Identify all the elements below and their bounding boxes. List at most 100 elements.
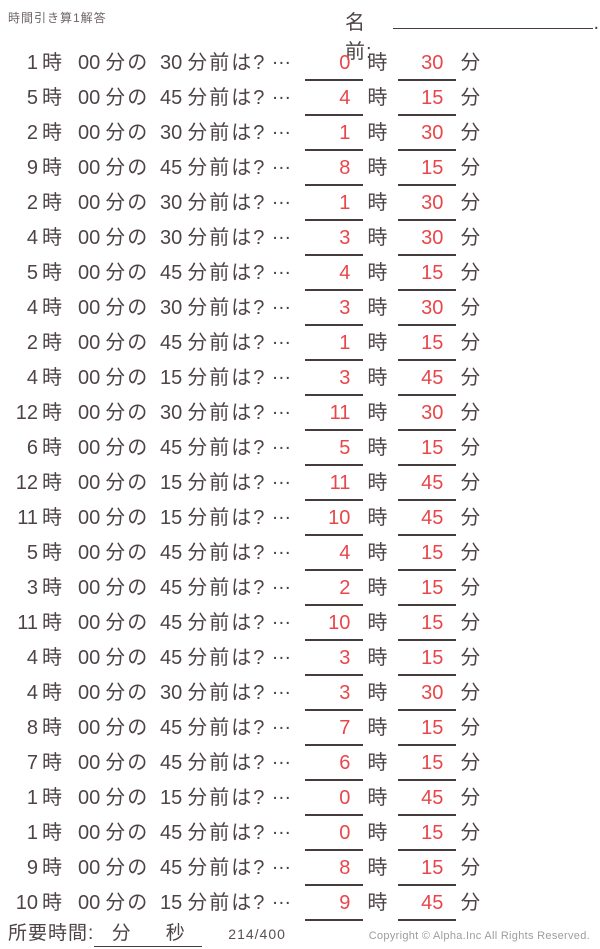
minute-unit-label: 分 [460, 122, 482, 144]
minute-unit-label: 分 [460, 542, 482, 564]
question-suffix-label: 分前は? [187, 262, 267, 284]
question-minutes: 00 [78, 822, 101, 844]
minutes-unit-label: 分 [111, 923, 131, 944]
minute-unit-label: 分 [460, 332, 482, 354]
minute-unit-label: 分 [460, 157, 482, 179]
answer-hour: 3 [305, 227, 364, 256]
question-minutes: 00 [78, 437, 101, 459]
minute-unit-label: 分 [460, 647, 482, 669]
answer-hour: 10 [305, 612, 364, 641]
minutes-before-value: 15 [160, 472, 183, 494]
minute-unit-label: 分 [460, 87, 482, 109]
minute-connector-label: 分の [105, 402, 150, 424]
answer-hour: 9 [305, 892, 364, 921]
question-minutes: 00 [78, 52, 101, 74]
minute-unit-label: 分 [460, 577, 482, 599]
answer-minute: 15 [398, 752, 457, 781]
hour-unit-label: 時 [42, 157, 63, 179]
hour-unit-label: 時 [367, 507, 389, 529]
elapsed-time-line: 分 秒 [94, 918, 203, 947]
hour-unit-label: 時 [42, 717, 63, 739]
name-label: 名前: [345, 12, 373, 63]
hour-unit-label: 時 [42, 227, 63, 249]
question-hour: 4 [26, 647, 38, 669]
ellipsis: … [271, 607, 292, 629]
question-suffix-label: 分前は? [187, 682, 267, 704]
page-number: 214/400 [228, 926, 286, 942]
answer-hour: 0 [305, 822, 364, 851]
question-minutes: 00 [78, 787, 101, 809]
minute-connector-label: 分の [105, 122, 150, 144]
problem-row: 1 時 00 分の 30 分前は? … 0 時 30 分 [0, 40, 600, 81]
hour-unit-label: 時 [42, 52, 63, 74]
minutes-before-value: 45 [160, 822, 183, 844]
hour-unit-label: 時 [367, 402, 389, 424]
minute-unit-label: 分 [460, 717, 482, 739]
question-suffix-label: 分前は? [187, 297, 267, 319]
answer-hour: 8 [305, 157, 364, 186]
answer-minute: 45 [398, 507, 457, 536]
problem-row: 4 時 00 分の 30 分前は? … 3 時 30 分 [0, 285, 600, 326]
ellipsis: … [271, 712, 292, 734]
hour-unit-label: 時 [42, 577, 63, 599]
question-minutes: 00 [78, 577, 101, 599]
minutes-before-value: 45 [160, 157, 183, 179]
minutes-before-value: 45 [160, 612, 183, 634]
minutes-before-value: 45 [160, 577, 183, 599]
question-suffix-label: 分前は? [187, 52, 267, 74]
hour-unit-label: 時 [42, 87, 63, 109]
question-minutes: 00 [78, 857, 101, 879]
question-suffix-label: 分前は? [187, 822, 267, 844]
answer-hour: 3 [305, 297, 364, 326]
minute-unit-label: 分 [460, 472, 482, 494]
question-hour: 5 [26, 87, 38, 109]
seconds-unit-label: 秒 [165, 923, 185, 944]
question-minutes: 00 [78, 367, 101, 389]
question-minutes: 00 [78, 227, 101, 249]
hour-unit-label: 時 [367, 822, 389, 844]
ellipsis: … [271, 642, 292, 664]
question-suffix-label: 分前は? [187, 122, 267, 144]
minute-connector-label: 分の [105, 227, 150, 249]
question-suffix-label: 分前は? [187, 612, 267, 634]
question-minutes: 00 [78, 892, 101, 914]
hour-unit-label: 時 [367, 437, 389, 459]
answer-minute: 15 [398, 437, 457, 466]
hour-unit-label: 時 [367, 122, 389, 144]
question-minutes: 00 [78, 332, 101, 354]
question-hour: 2 [26, 122, 38, 144]
hour-unit-label: 時 [42, 647, 63, 669]
minute-connector-label: 分の [105, 472, 150, 494]
question-hour: 2 [26, 192, 38, 214]
hour-unit-label: 時 [42, 367, 63, 389]
hour-unit-label: 時 [367, 577, 389, 599]
question-hour: 9 [26, 157, 38, 179]
ellipsis: … [271, 47, 292, 69]
problem-row: 9 時 00 分の 45 分前は? … 8 時 15 分 [0, 845, 600, 886]
name-line-dot: . [593, 12, 600, 34]
hour-unit-label: 時 [367, 227, 389, 249]
answer-hour: 2 [305, 577, 364, 606]
question-hour: 8 [26, 717, 38, 739]
hour-unit-label: 時 [367, 52, 389, 74]
problem-row: 12 時 00 分の 30 分前は? … 11 時 30 分 [0, 390, 600, 431]
answer-minute: 15 [398, 542, 457, 571]
answer-minute: 30 [398, 192, 457, 221]
minute-unit-label: 分 [460, 822, 482, 844]
hour-unit-label: 時 [367, 892, 389, 914]
minute-unit-label: 分 [460, 612, 482, 634]
ellipsis: … [271, 502, 292, 524]
minutes-before-value: 15 [160, 507, 183, 529]
question-hour: 9 [26, 857, 38, 879]
answer-minute: 15 [398, 647, 457, 676]
hour-unit-label: 時 [367, 787, 389, 809]
question-minutes: 00 [78, 87, 101, 109]
hour-unit-label: 時 [367, 332, 389, 354]
question-suffix-label: 分前は? [187, 717, 267, 739]
answer-minute: 30 [398, 227, 457, 256]
minute-unit-label: 分 [460, 367, 482, 389]
hour-unit-label: 時 [367, 682, 389, 704]
minute-connector-label: 分の [105, 192, 150, 214]
hour-unit-label: 時 [367, 647, 389, 669]
minutes-before-value: 45 [160, 647, 183, 669]
